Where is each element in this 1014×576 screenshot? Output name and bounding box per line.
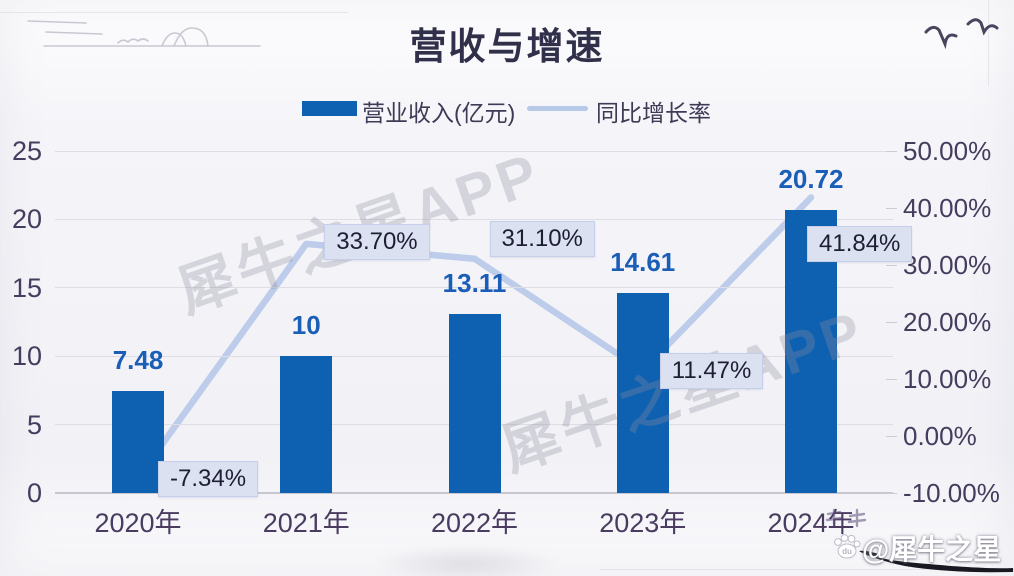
y-axis-right-tick-mark [886,379,897,380]
y-axis-right-tick-mark [886,322,897,323]
y-axis-right-tick: 10.00% [903,364,992,394]
bar-value-label: 13.11 [442,267,507,298]
legend-line-swatch-icon [527,106,588,111]
y-axis-right-tick: 30.00% [903,250,992,280]
photo-edge-line-top [0,12,348,13]
y-axis-right-tick: -10.00% [903,478,1000,508]
growth-rate-callout: 11.47% [659,352,764,389]
growth-rate-callout: 41.84% [807,225,913,262]
paw-icon: du [834,534,861,559]
photo-edge-line-bottom [600,569,1014,570]
growth-rate-callout: 33.70% [324,223,430,260]
background-blob [372,545,562,576]
y-axis-right-tick-mark [886,265,897,266]
y-axis-right-tick: 50.00% [903,136,992,166]
y-axis-left-tick: 25 [11,136,42,166]
x-axis-label: 2022年 [430,508,519,538]
bar-value-label: 20.72 [778,163,844,194]
x-axis-label: 2023年 [599,508,687,538]
revenue-bar [280,356,333,493]
watermark-handle: @犀牛之星 [862,534,1002,565]
x-axis-label: 2020年 [94,508,182,538]
y-axis-right-tick: 40.00% [903,193,992,223]
gridline [55,492,893,494]
revenue-bar [448,313,501,493]
y-axis-right-tick: 0.00% [903,421,977,451]
y-axis-left-tick: 20 [11,204,42,235]
x-axis-label: 2024年 [767,508,855,538]
hills-sketch-icon [27,20,261,47]
growth-rate-callout: -7.34% [158,460,259,497]
y-axis-right-tick-mark [886,493,897,494]
bar-value-label: 7.48 [112,344,164,375]
legend-bar-swatch-icon [302,101,357,116]
legend-bar-label: 营业收入(亿元) [362,100,516,126]
bar-value-label: 10 [291,310,321,341]
gridline [55,218,893,220]
revenue-bar [112,390,164,493]
y-axis-right-tick-mark [886,436,897,437]
photo-edge-line-right [988,0,989,86]
boat-silhouette-icon [859,550,1013,573]
y-axis-right-tick-mark [886,208,897,209]
y-axis-left-tick: 5 [26,409,42,440]
y-axis-left-tick: 0 [26,478,42,508]
chart-title: 营收与增速 [409,26,605,67]
growth-rate-callout: 31.10% [489,220,595,257]
gridline [55,150,893,152]
birds-sketch-icon [924,18,999,50]
gridline [55,287,893,289]
x-axis-label: 2021年 [262,508,350,538]
y-axis-left-tick: 10 [11,341,42,372]
partial-watermark-strokes [825,508,867,528]
y-axis-right-tick: 20.00% [903,307,992,337]
legend-line-label: 同比增长率 [596,100,711,126]
revenue-bar [616,293,669,493]
svg-text:du: du [842,547,852,556]
bar-value-label: 14.61 [610,247,676,278]
y-axis-left-tick: 15 [11,272,42,303]
y-axis-right-tick-mark [886,151,897,152]
